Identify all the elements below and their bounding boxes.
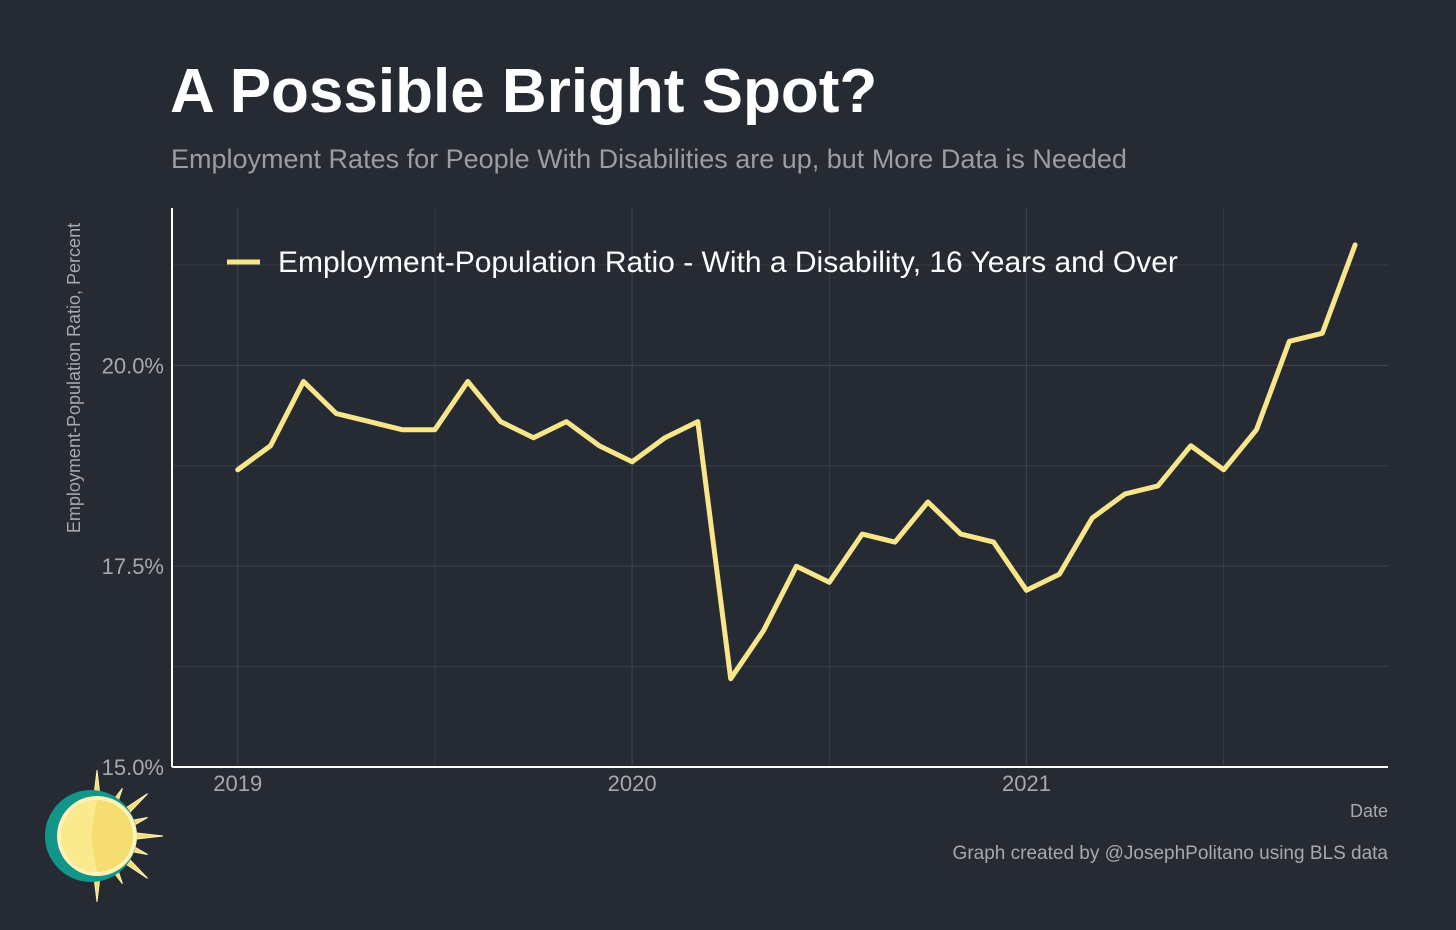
y-axis-title: Employment-Population Ratio, Percent	[64, 223, 84, 533]
x-tick-label: 2020	[608, 771, 657, 796]
series-line	[235, 242, 1358, 682]
series	[235, 242, 1358, 682]
x-tick-label: 2021	[1002, 771, 1051, 796]
x-axis-title: Date	[1350, 801, 1388, 821]
y-tick-label: 17.5%	[102, 554, 164, 579]
source-caption: Graph created by @JosephPolitano using B…	[953, 843, 1389, 864]
legend-label: Employment-Population Ratio - With a Dis…	[278, 246, 1178, 279]
y-tick-label: 15.0%	[102, 755, 164, 780]
y-tick-label: 20.0%	[102, 353, 164, 378]
legend: Employment-Population Ratio - With a Dis…	[227, 246, 1178, 279]
sun-icon	[45, 769, 164, 903]
chart-subtitle: Employment Rates for People With Disabil…	[171, 144, 1127, 174]
tick-labels: 15.0% 17.5% 20.0% 2019 2020 2021	[102, 353, 1051, 796]
axes	[171, 208, 1388, 768]
sun-shade	[61, 800, 97, 872]
x-tick-label: 2019	[213, 771, 262, 796]
grid	[172, 208, 1388, 767]
chart-title: A Possible Bright Spot?	[170, 57, 877, 126]
